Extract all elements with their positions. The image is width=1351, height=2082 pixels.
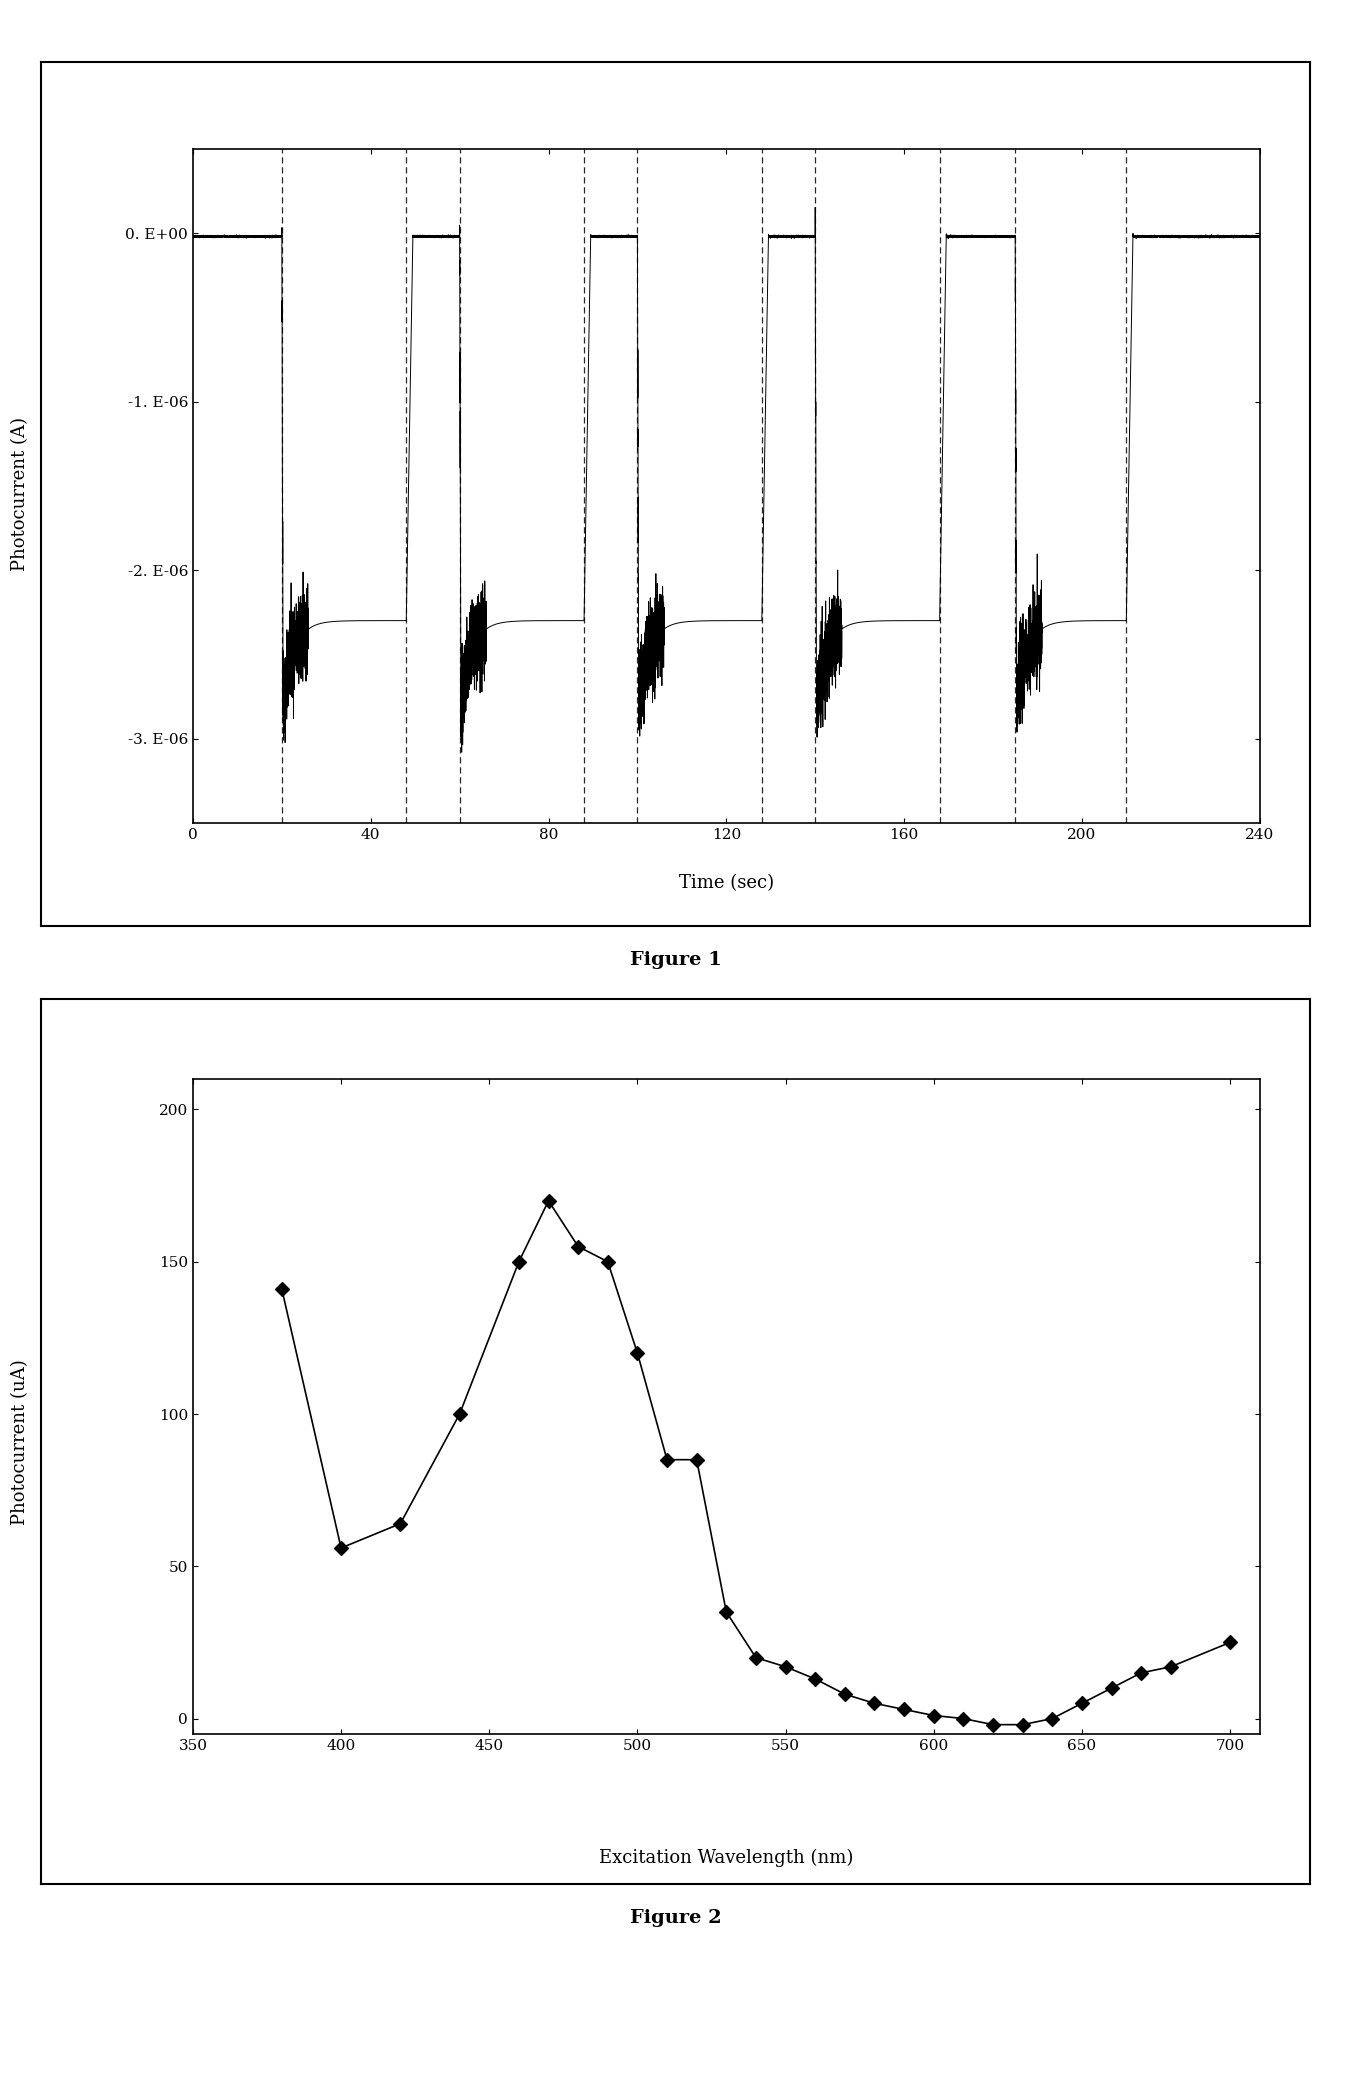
Text: Excitation Wavelength (nm): Excitation Wavelength (nm) [598, 1849, 854, 1865]
Y-axis label: Photocurrent (uA): Photocurrent (uA) [11, 1360, 30, 1524]
Text: Time (sec): Time (sec) [678, 874, 774, 891]
Text: Figure 1: Figure 1 [630, 951, 721, 970]
Text: Figure 2: Figure 2 [630, 1909, 721, 1928]
Y-axis label: Photocurrent (A): Photocurrent (A) [11, 418, 30, 570]
